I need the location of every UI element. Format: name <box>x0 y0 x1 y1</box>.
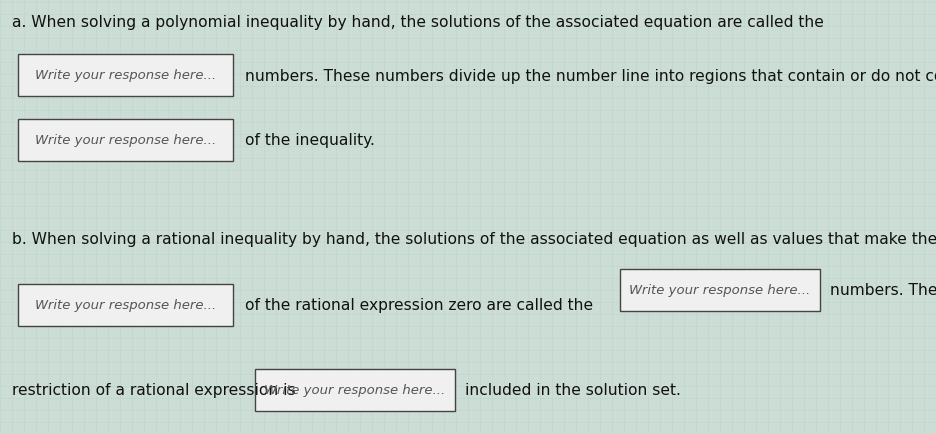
Text: Write your response here...: Write your response here... <box>35 69 216 82</box>
Text: of the inequality.: of the inequality. <box>244 133 374 148</box>
Text: a. When solving a polynomial inequality by hand, the solutions of the associated: a. When solving a polynomial inequality … <box>12 14 823 30</box>
Text: numbers. The: numbers. The <box>829 283 936 298</box>
FancyBboxPatch shape <box>18 55 233 97</box>
Text: of the rational expression zero are called the: of the rational expression zero are call… <box>244 298 592 313</box>
FancyBboxPatch shape <box>620 270 819 311</box>
Text: Write your response here...: Write your response here... <box>629 284 810 297</box>
FancyBboxPatch shape <box>255 369 455 411</box>
Text: Write your response here...: Write your response here... <box>264 384 446 397</box>
FancyBboxPatch shape <box>18 120 233 161</box>
Text: numbers. These numbers divide up the number line into regions that contain or do: numbers. These numbers divide up the num… <box>244 68 936 83</box>
Text: Write your response here...: Write your response here... <box>35 134 216 147</box>
Text: b. When solving a rational inequality by hand, the solutions of the associated e: b. When solving a rational inequality by… <box>12 232 936 247</box>
Text: Write your response here...: Write your response here... <box>35 299 216 312</box>
Text: restriction of a rational expression is: restriction of a rational expression is <box>12 383 296 398</box>
Text: included in the solution set.: included in the solution set. <box>464 383 680 398</box>
FancyBboxPatch shape <box>18 284 233 326</box>
